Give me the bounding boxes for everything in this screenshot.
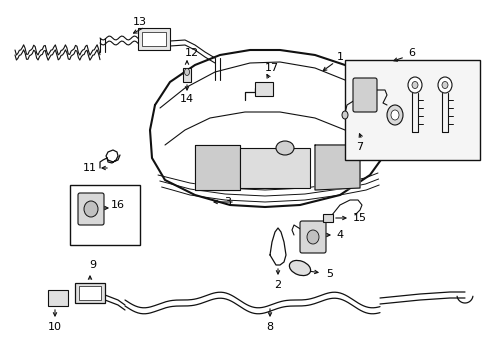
Bar bbox=[48, 290, 68, 306]
Ellipse shape bbox=[411, 81, 417, 89]
Text: 9: 9 bbox=[89, 260, 96, 270]
Ellipse shape bbox=[184, 68, 189, 76]
Text: 7: 7 bbox=[356, 142, 363, 152]
Ellipse shape bbox=[275, 141, 293, 155]
Bar bbox=[79, 286, 101, 300]
Text: 10: 10 bbox=[48, 322, 62, 332]
Ellipse shape bbox=[407, 77, 421, 93]
Bar bbox=[70, 185, 140, 245]
Text: 13: 13 bbox=[133, 17, 147, 27]
Text: 8: 8 bbox=[266, 322, 273, 332]
Text: 2: 2 bbox=[274, 280, 281, 290]
FancyBboxPatch shape bbox=[299, 221, 325, 253]
Bar bbox=[142, 32, 165, 46]
Ellipse shape bbox=[306, 230, 318, 244]
Text: 6: 6 bbox=[407, 48, 415, 58]
Bar bbox=[323, 214, 332, 222]
Bar bbox=[138, 28, 170, 50]
Bar bbox=[183, 68, 191, 82]
Text: 1: 1 bbox=[336, 52, 343, 62]
Text: 5: 5 bbox=[326, 269, 333, 279]
Text: 14: 14 bbox=[180, 94, 194, 104]
Ellipse shape bbox=[437, 77, 451, 93]
Ellipse shape bbox=[341, 111, 347, 119]
Bar bbox=[240, 148, 309, 188]
Text: 16: 16 bbox=[111, 200, 125, 210]
Text: 12: 12 bbox=[184, 48, 199, 58]
Text: 15: 15 bbox=[352, 213, 366, 223]
Text: 11: 11 bbox=[83, 163, 97, 173]
Ellipse shape bbox=[386, 105, 402, 125]
Ellipse shape bbox=[84, 201, 98, 217]
Text: 3: 3 bbox=[224, 197, 231, 207]
Bar bbox=[254, 82, 272, 96]
Polygon shape bbox=[314, 145, 359, 190]
Ellipse shape bbox=[289, 260, 310, 275]
FancyBboxPatch shape bbox=[78, 193, 104, 225]
Polygon shape bbox=[195, 145, 240, 190]
Ellipse shape bbox=[390, 110, 398, 120]
Text: 17: 17 bbox=[264, 63, 279, 73]
Bar bbox=[75, 283, 105, 303]
Bar bbox=[345, 60, 479, 160]
Text: 4: 4 bbox=[336, 230, 343, 240]
FancyBboxPatch shape bbox=[352, 78, 376, 112]
Ellipse shape bbox=[441, 81, 447, 89]
